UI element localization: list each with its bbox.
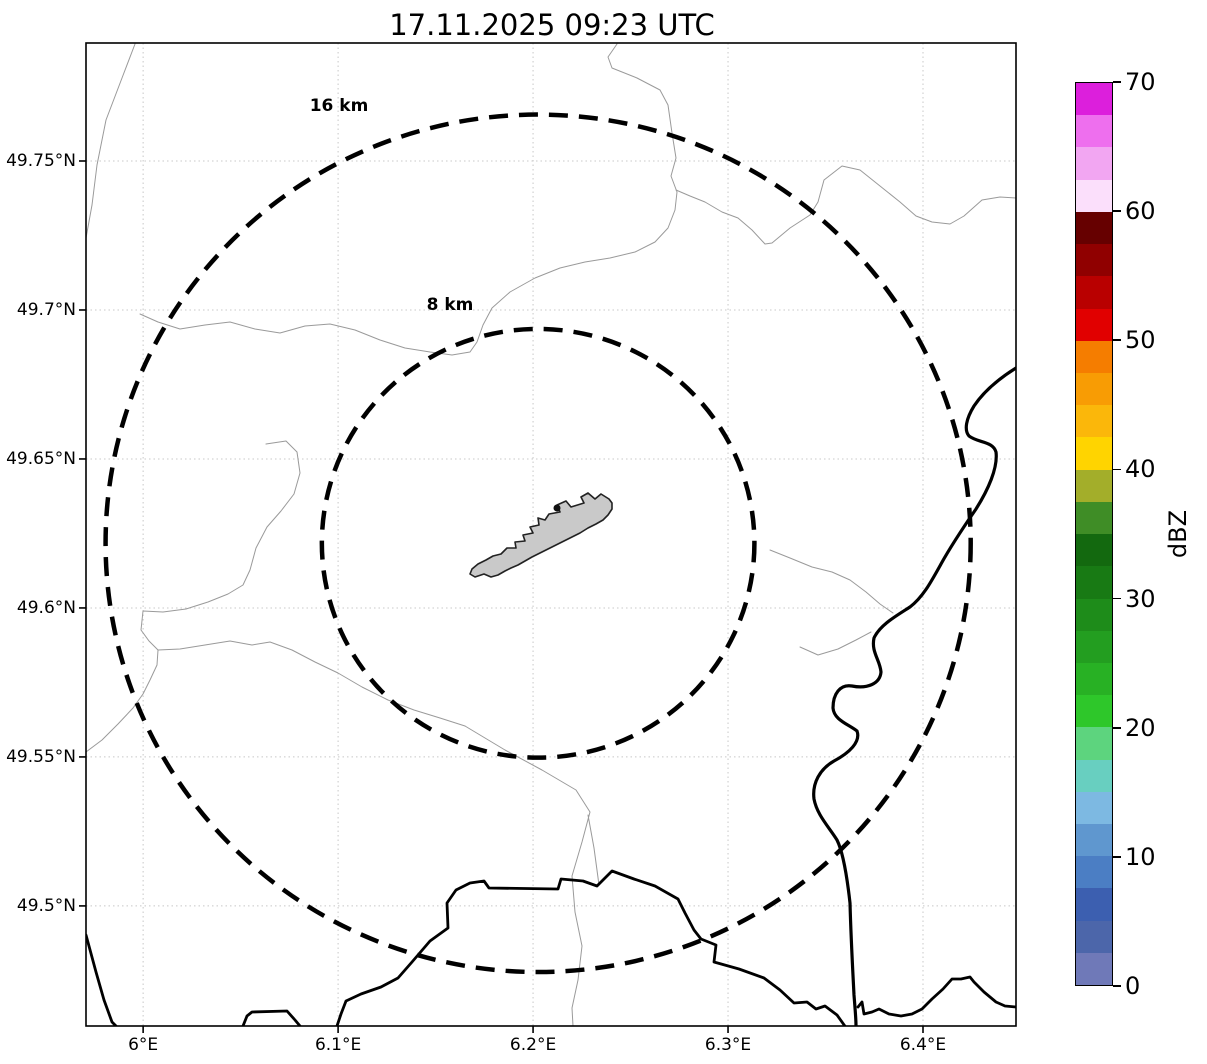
- colorbar-segment: [1076, 630, 1112, 663]
- commune-boundary-lines: [86, 43, 1016, 1026]
- colorbar-segment: [1076, 727, 1112, 760]
- y-tick-label: 49.55°N: [6, 746, 76, 767]
- x-tick-label: 6.3°E: [704, 1035, 752, 1055]
- colorbar-tick-label: 10: [1125, 842, 1156, 871]
- x-tick-label: 6.1°E: [314, 1035, 362, 1055]
- colorbar-tick-label: 20: [1125, 713, 1156, 742]
- colorbar-segment: [1076, 437, 1112, 470]
- colorbar-segment: [1076, 888, 1112, 921]
- colorbar-tick-mark: [1113, 81, 1121, 83]
- y-tick-label: 49.6°N: [16, 597, 76, 618]
- figure-title: 17.11.2025 09:23 UTC: [389, 8, 715, 42]
- colorbar-segment: [1076, 469, 1112, 502]
- colorbar-tick-label: 30: [1125, 584, 1156, 613]
- colorbar-tick-label: 70: [1125, 68, 1156, 96]
- colorbar-tick-label: 60: [1125, 197, 1156, 226]
- colorbar-tick-mark: [1113, 210, 1121, 212]
- colorbar-tick-label: 40: [1125, 455, 1156, 484]
- colorbar-segment: [1076, 308, 1112, 341]
- range-ring-label-16km: 16 km: [309, 96, 369, 116]
- y-tick-label: 49.5°N: [16, 895, 76, 916]
- colorbar-segment: [1076, 179, 1112, 212]
- y-tick-label: 49.65°N: [6, 448, 76, 469]
- moselle-river-line: [812, 366, 1016, 1026]
- commune-boundary-line: [799, 631, 872, 656]
- colorbar-segment: [1076, 276, 1112, 309]
- colorbar-segment: [1076, 856, 1112, 889]
- country-border-line: [241, 1009, 302, 1026]
- y-tick-label: 49.75°N: [6, 150, 76, 171]
- colorbar-tick-mark: [1113, 856, 1121, 858]
- colorbar-tick-mark: [1113, 985, 1121, 987]
- colorbar-segment: [1076, 566, 1112, 599]
- colorbar-segment: [1076, 115, 1112, 148]
- colorbar-segment: [1076, 211, 1112, 245]
- colorbar-segment: [1076, 147, 1112, 180]
- range-ring-label-8km: 8 km: [426, 295, 474, 315]
- commune-boundary-line: [587, 814, 600, 886]
- country-border-lines: [86, 869, 1016, 1026]
- x-tick-label: 6.4°E: [899, 1035, 947, 1055]
- country-border-line: [86, 933, 118, 1026]
- colorbar-axis-label: dBZ: [1164, 509, 1192, 559]
- colorbar-segment: [1076, 662, 1112, 696]
- commune-boundary-line: [86, 440, 301, 753]
- commune-boundary-line: [157, 640, 466, 727]
- colorbar-segment: [1076, 920, 1112, 953]
- colorbar-segment: [1076, 405, 1112, 438]
- colorbar-segment: [1076, 695, 1112, 728]
- colorbar-tick-mark: [1113, 468, 1121, 471]
- x-tick-label: 6.2°E: [509, 1035, 557, 1055]
- colorbar-segment: [1076, 83, 1112, 116]
- colorbar-segment: [1076, 791, 1112, 825]
- country-border-line: [335, 869, 847, 1026]
- colorbar-tick-mark: [1113, 597, 1121, 600]
- colorbar-segment: [1076, 759, 1112, 792]
- colorbar-segment: [1076, 824, 1112, 857]
- x-tick-label: 6°E: [128, 1035, 159, 1055]
- colorbar-tick-label: 50: [1125, 326, 1156, 355]
- range-ring-8km: [319, 326, 757, 760]
- colorbar-tick-label: 0: [1125, 972, 1141, 1000]
- commune-boundary-line: [769, 549, 894, 614]
- colorbar-segment: [1076, 340, 1112, 373]
- colorbar-segment: [1076, 244, 1112, 277]
- colorbar-segment: [1076, 952, 1112, 986]
- airport-footprint: [469, 492, 613, 578]
- map-border: [85, 42, 1017, 1027]
- commune-boundary-line: [675, 165, 1016, 245]
- colorbar-tick-mark: [1113, 339, 1121, 342]
- colorbar-segment: [1076, 534, 1112, 567]
- commune-boundary-line: [464, 725, 591, 1026]
- colorbar-segment: [1076, 501, 1112, 535]
- y-tick-label: 49.7°N: [16, 299, 76, 320]
- colorbar-tick-mark: [1113, 726, 1121, 729]
- axis-ticks: [79, 160, 924, 1033]
- radar-site-marker: [553, 504, 561, 512]
- commune-boundary-line: [86, 43, 136, 239]
- range-ring-16km: [103, 112, 973, 975]
- range-rings: [103, 112, 973, 975]
- colorbar-segment: [1076, 598, 1112, 631]
- colorbar: [1075, 82, 1113, 986]
- colorbar-segment: [1076, 372, 1112, 406]
- commune-boundary-line: [139, 43, 678, 356]
- country-border-line: [856, 975, 1016, 1018]
